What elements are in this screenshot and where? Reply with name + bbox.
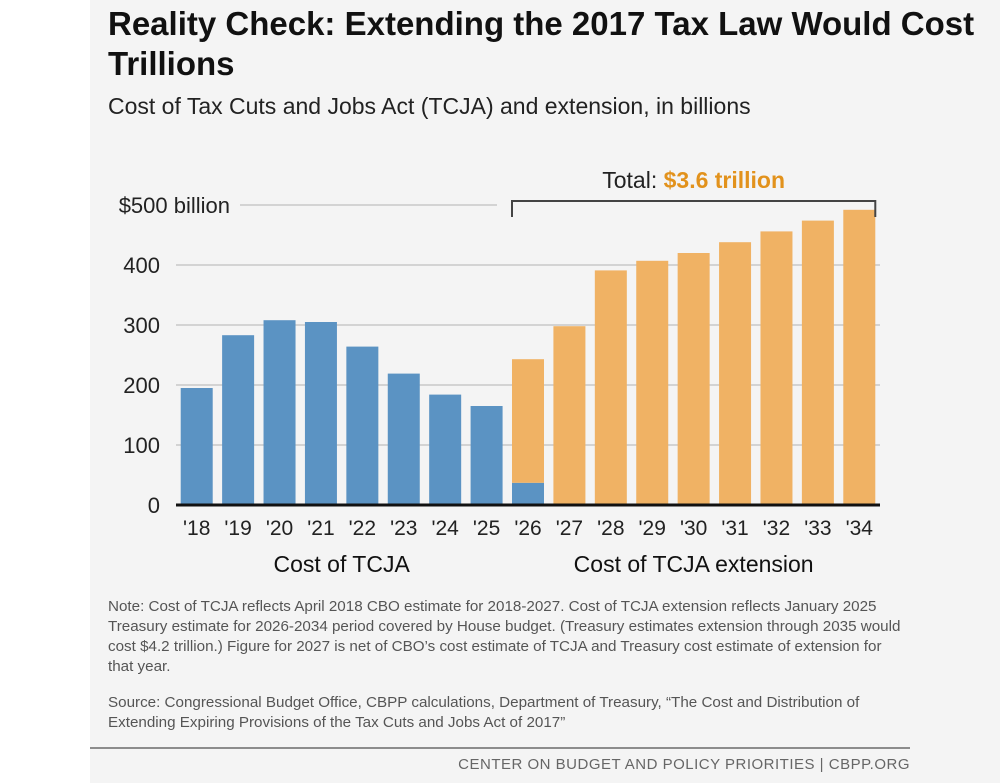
bar-chart: 0 100 200 300 400 $500 billion '18 '19 '20 '21 '22… [119,167,880,577]
bar-tcja [304,322,337,505]
bar-tcja [180,388,213,505]
y-tick-label: 100 [123,433,160,458]
bar-extension [843,209,876,506]
x-tick-label: '18 [183,517,210,540]
footer-credit: CENTER ON BUDGET AND POLICY PRIORITIES |… [458,756,910,773]
x-tick-label: '19 [224,517,251,540]
group-label: Cost of TCJA [273,551,410,577]
y-tick-label: 300 [123,313,160,338]
chart-title: Reality Check: Extending the 2017 Tax La… [108,5,975,82]
footer-divider [90,747,910,749]
bar-tcja [470,406,503,505]
x-tick-label: '23 [390,517,417,540]
x-tick-label: '31 [721,517,748,540]
x-tick-label: '24 [431,517,459,540]
bar-tcja [222,335,255,505]
x-tick-label: '32 [763,517,790,540]
x-tick-label: '26 [514,517,541,540]
x-tick-label: '22 [349,517,376,540]
total-annotation: Total: $3.6 trillion [602,167,785,193]
total-bracket [511,200,877,217]
total-value: $3.6 trillion [664,167,785,193]
x-tick-label: '34 [846,517,874,540]
bar-extension [512,359,544,483]
chart-note: Note: Cost of TCJA reflects April 2018 C… [108,598,901,675]
chart-subtitle: Cost of Tax Cuts and Jobs Act (TCJA) and… [108,93,751,119]
total-label: Total: [602,167,663,193]
bar-extension [801,220,834,505]
x-tick-label: '28 [597,517,624,540]
y-tick-label: 400 [123,253,160,278]
x-tick-label: '29 [639,517,666,540]
bar-extension [719,242,752,505]
y-tick-label: 0 [148,493,160,518]
bar-extension [553,326,586,505]
bar-tcja [387,373,420,505]
chart-source: Source: Congressional Budget Office, CBP… [108,694,860,731]
x-tick-label: '25 [473,517,500,540]
y-tick-label: 200 [123,373,160,398]
x-tick-label: '20 [266,517,293,540]
x-tick-label: '27 [556,517,583,540]
group-label: Cost of TCJA extension [574,551,814,577]
bar-extension [594,270,627,505]
bar-tcja [512,482,544,505]
bar-extension [636,260,669,505]
bar-tcja [263,320,296,505]
bar-extension [760,231,793,505]
bar-tcja [429,394,462,505]
x-tick-label: '21 [307,517,334,540]
bar-tcja [346,346,379,505]
bar-extension [677,253,710,505]
x-tick-label: '33 [804,517,831,540]
y-tick-label: $500 billion [119,193,230,218]
x-tick-label: '30 [680,517,707,540]
